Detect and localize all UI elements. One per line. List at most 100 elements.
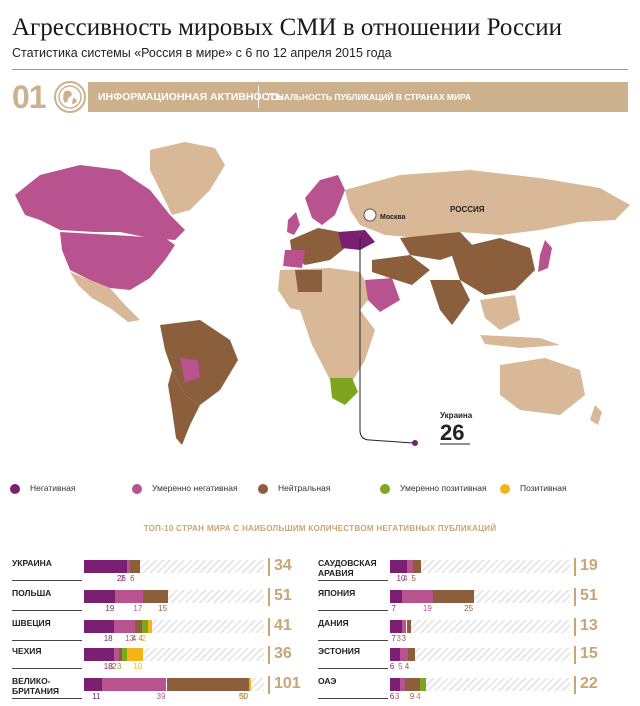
row-total: 51	[580, 587, 598, 604]
bar-segment	[408, 648, 415, 661]
bar-segment	[113, 648, 119, 661]
section-band: ИНФОРМАЦИОННАЯ АКТИВНОСТЬ ТОНАЛЬНОСТЬ ПУ…	[88, 82, 628, 112]
map-china	[450, 238, 535, 295]
bar-value-label: 5	[398, 662, 403, 671]
bar-segment	[84, 678, 103, 691]
bar-segment	[399, 648, 409, 661]
total-divider	[574, 618, 576, 636]
callout-line	[359, 238, 414, 444]
map-poland-ukraine	[338, 230, 375, 250]
bar-track	[390, 590, 570, 603]
bar-value-label: 3	[394, 692, 400, 701]
callout-country: Украина	[440, 411, 473, 420]
map-mexico	[70, 272, 140, 322]
legend-swatch	[380, 484, 390, 494]
bar-segment	[143, 590, 169, 603]
total-divider	[268, 618, 270, 636]
map-algeria	[295, 270, 322, 292]
section-number: 01	[12, 79, 47, 115]
bar-value-label: 4	[138, 634, 143, 643]
row-underline	[12, 610, 82, 611]
bar-value-label: 10	[396, 574, 406, 583]
chart-row: ОАЭ 6 3 9 4 22	[318, 675, 628, 706]
bar-segment	[401, 590, 433, 603]
legend-label: Нейтральная	[278, 483, 331, 493]
world-map: Москва РОССИЯ Украина 26	[15, 142, 630, 446]
bar-track	[390, 678, 570, 691]
bar-value-label: 9	[409, 692, 415, 701]
bar-value-label: 2	[120, 574, 125, 583]
map-usa	[60, 232, 175, 290]
bar-segment	[390, 620, 402, 633]
country-label: ЧЕХИЯ	[12, 646, 42, 656]
total-divider	[268, 676, 270, 694]
total-divider	[268, 588, 270, 606]
chart-row: ВЕЛИКО- БРИТАНИЯ 11 39 50 1 101	[12, 675, 322, 706]
row-underline	[12, 698, 82, 699]
bar-value-label: 5	[411, 574, 416, 583]
map-middle-east	[372, 255, 430, 285]
total-divider	[574, 676, 576, 694]
bar-segment	[84, 560, 127, 573]
row-underline	[318, 580, 388, 581]
legend-label: Позитивная	[520, 483, 567, 493]
bar-segment	[84, 648, 114, 661]
total-divider	[574, 588, 576, 606]
bar-value-label: 3	[108, 662, 114, 671]
legend-label: Умеренно позитивная	[400, 483, 487, 493]
total-divider	[574, 646, 576, 664]
bar-value-label: 25	[464, 604, 474, 613]
bar-segment	[406, 620, 412, 633]
bar-segment	[419, 678, 427, 691]
bar-value-label: 15	[158, 604, 168, 613]
bar-value-label: 2	[141, 634, 147, 643]
bar-segment	[390, 648, 400, 661]
row-underline	[318, 668, 388, 669]
chart-row: ДАНИЯ 7 3 3 13	[318, 617, 628, 648]
map-new-zealand	[590, 405, 602, 425]
page-subtitle: Статистика системы «Россия в мире» с 6 п…	[12, 46, 392, 60]
map-indonesia	[480, 335, 560, 348]
map-india	[430, 280, 470, 325]
map-russia	[345, 170, 630, 238]
bar-segment	[135, 620, 142, 633]
bar-value-label: 6	[389, 662, 395, 671]
bar-value-label: 4	[403, 574, 408, 583]
bar-value-label: 3	[401, 634, 406, 643]
legend-swatch	[132, 484, 142, 494]
section-header: 01 ИНФОРМАЦИОННАЯ АКТИВНОСТЬ ТОНАЛЬНОСТЬ…	[12, 78, 628, 116]
row-total: 51	[274, 587, 292, 604]
bar-value-label: 18	[103, 634, 113, 643]
bar-segment	[84, 590, 116, 603]
row-underline	[318, 640, 388, 641]
total-divider	[268, 558, 270, 576]
row-underline	[12, 580, 82, 581]
bar-segment	[401, 620, 407, 633]
map-brazil	[160, 320, 238, 405]
map-south-america-south	[168, 370, 200, 445]
bar-value-label: 7	[391, 634, 396, 643]
row-total: 22	[580, 675, 598, 692]
legend: Негативная Умеренно негативная Нейтральн…	[0, 480, 640, 500]
row-total: 101	[274, 675, 301, 692]
map-scandinavia	[305, 175, 345, 225]
bar-segment	[432, 590, 475, 603]
bar-segment	[121, 648, 127, 661]
bar-segment	[113, 620, 136, 633]
bar-track	[390, 560, 570, 573]
chart-row: ЧЕХИЯ 18 3 2 3 10 36	[12, 645, 322, 676]
bar-value-label: 26	[116, 574, 126, 583]
bar-value-label: 2	[111, 662, 117, 671]
bar-segment	[130, 560, 141, 573]
bar-segment	[148, 620, 152, 633]
map-spain	[283, 250, 305, 268]
legend-label: Умеренно негативная	[152, 483, 238, 493]
map-japan	[538, 240, 552, 272]
section-label-main: ИНФОРМАЦИОННАЯ АКТИВНОСТЬ	[98, 91, 283, 103]
map-north-africa	[278, 268, 372, 315]
bar-value-label: 4	[404, 662, 410, 671]
bar-segment	[166, 678, 249, 691]
bar-segment	[390, 560, 407, 573]
chart-title: ТОП-10 СТРАН МИРА С НАИБОЛЬШИМ КОЛИЧЕСТВ…	[143, 524, 497, 533]
legend-label: Негативная	[30, 483, 76, 493]
